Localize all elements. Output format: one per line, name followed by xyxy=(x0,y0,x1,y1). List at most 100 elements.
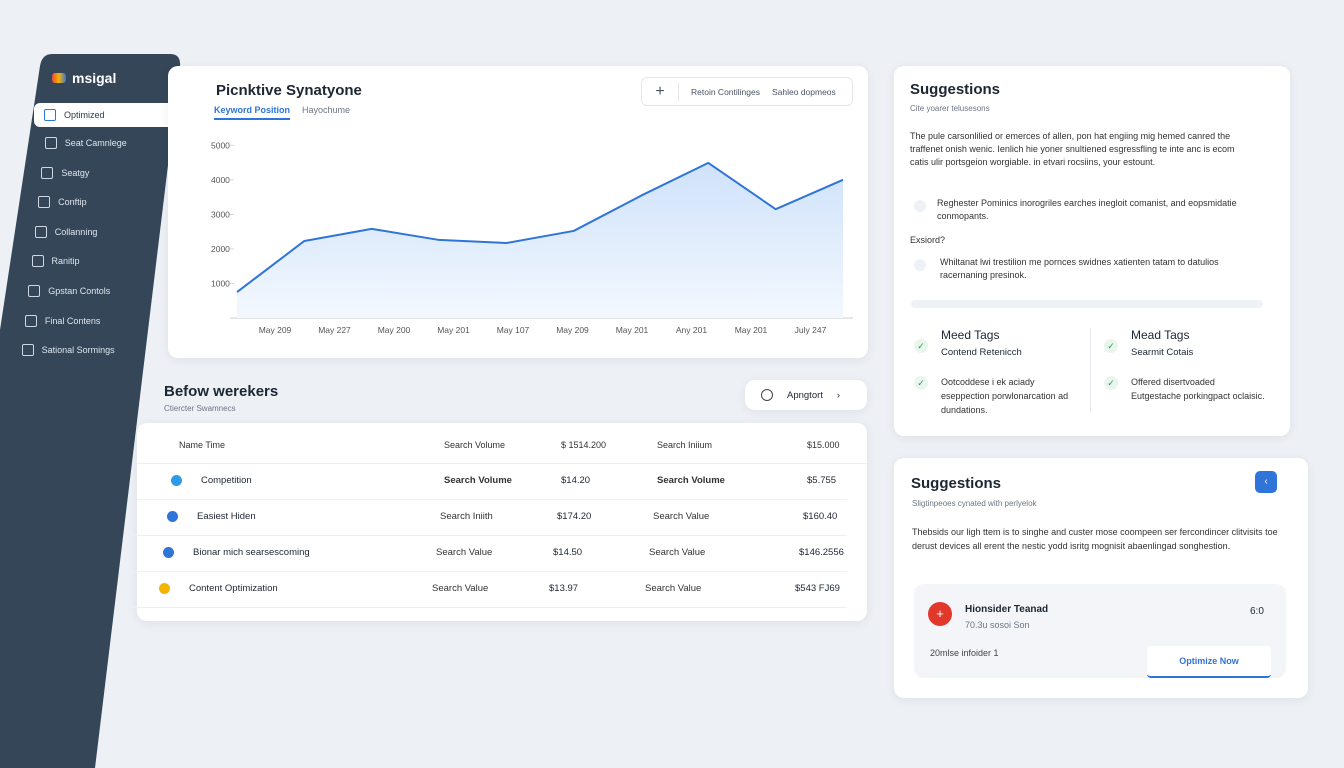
item-count: 20mlse infoider 1 xyxy=(930,648,999,658)
tag-title: Meed Tags xyxy=(941,328,1000,342)
tag-subtitle: Searmit Cotais xyxy=(1131,347,1194,358)
cell: Search Value xyxy=(436,547,493,558)
item-panel: + Hionsider Teanad 70.3u sosoi Son 6:0 2… xyxy=(914,584,1286,678)
cell: $543 FJ69 xyxy=(795,583,840,594)
header-cell: Search Volume xyxy=(444,440,506,450)
nav-label: Optimized xyxy=(64,110,105,120)
nav-item[interactable]: Collanning xyxy=(34,225,98,238)
tab[interactable]: Hayochume xyxy=(302,105,351,115)
nav-icon xyxy=(41,166,54,179)
radio[interactable] xyxy=(914,200,926,212)
nav-item[interactable]: Final Contens xyxy=(24,314,100,327)
paragraph: The pule carsonlilied or emerces of alle… xyxy=(910,131,1235,167)
nav-icon xyxy=(44,109,56,121)
nav-label: Sational Sormings xyxy=(41,345,115,356)
check: ✓ xyxy=(914,339,928,353)
table-row: Bionar mich searsescoming Search Value $14… xyxy=(129,535,847,572)
item-title: Hionsider Teanad xyxy=(965,604,1049,615)
cell: Search Value xyxy=(432,583,489,594)
toolbar-button[interactable]: Retoin Contilinges xyxy=(691,86,760,97)
header-cell: $15.000 xyxy=(807,440,840,450)
cell: $174.20 xyxy=(557,511,592,522)
table-header: Name Time Search Volume $ 1514.200 Search I… xyxy=(137,427,867,464)
action-icon[interactable]: ‹ xyxy=(1255,471,1277,493)
import-button[interactable]: Apngtort › xyxy=(745,380,867,410)
nav-icon xyxy=(38,196,51,209)
card-title: Suggestions xyxy=(911,475,1002,492)
cell: $13.97 xyxy=(549,583,579,594)
toolbar-button[interactable]: Sahleo dopmeos xyxy=(771,86,836,97)
nav-icon xyxy=(24,314,37,327)
nav-icon xyxy=(31,255,44,268)
nav-label: Gpstan Contols xyxy=(48,286,111,296)
nav-icon xyxy=(28,285,41,297)
check: ✓ xyxy=(1104,376,1118,390)
check: ✓ xyxy=(914,376,928,390)
nav-item[interactable]: Seatgy xyxy=(41,166,89,179)
header-cell: $ 1514.200 xyxy=(561,440,607,450)
nav-item[interactable]: Sational Sormings xyxy=(21,344,115,357)
nav-icon xyxy=(21,344,34,357)
separator xyxy=(1090,328,1091,412)
nav-item[interactable]: Ranitip xyxy=(31,255,80,268)
cell: $160.40 xyxy=(803,511,838,522)
option-label: Exsiord? xyxy=(910,235,946,245)
cell: Search Value xyxy=(649,547,706,558)
section-subtitle: Ctiercter Swamnecs xyxy=(164,404,236,413)
toolbar: + Retoin Contilinges Sahleo dopmeos xyxy=(641,77,853,106)
nav-label: Collanning xyxy=(54,226,98,237)
cell: Competition xyxy=(201,475,252,486)
nav-icon xyxy=(44,137,57,149)
cell: $5.755 xyxy=(807,475,837,486)
cell: Search Value xyxy=(645,583,702,594)
cell: $14.20 xyxy=(561,475,591,486)
tag-title: Mead Tags xyxy=(1131,328,1190,342)
suggestions-card: Suggestions Cite yoarer telusesons The p… xyxy=(894,66,1290,436)
header-cell: Name Time xyxy=(179,440,226,450)
tab[interactable]: Keyword Position xyxy=(214,105,291,120)
nav-item[interactable]: Conftip xyxy=(38,196,87,209)
action-button[interactable]: Optimize Now xyxy=(1147,646,1271,678)
cell: Content Optimization xyxy=(189,583,278,594)
nav-item[interactable]: Gpstan Contols xyxy=(28,285,110,297)
table-row: Easiest Hiden Search Iniith $174.20 Search … xyxy=(133,499,847,536)
tag-body: Offered disertvoaded Eutgestache porking… xyxy=(1131,377,1265,401)
item-value: 6:0 xyxy=(1250,606,1264,617)
logo xyxy=(52,73,66,83)
cell: Search Volume xyxy=(657,475,725,486)
sidebar-shape xyxy=(0,54,181,768)
radio[interactable] xyxy=(914,259,926,271)
table-row: Content Optimization Search Value $13.97 Se… xyxy=(125,571,847,608)
cell: $146.2556 xyxy=(799,547,844,558)
nav-label: Seat Camnlege xyxy=(64,138,127,148)
section-title: Befow werekers xyxy=(164,383,279,400)
nav-item[interactable]: Optimized xyxy=(34,103,179,127)
nav-icon xyxy=(34,225,47,238)
item-subtitle: 70.3u sosoi Son xyxy=(965,620,1030,630)
nav-label: Ranitip xyxy=(51,256,80,267)
option: Reghester Pominics inorogriles earches i… xyxy=(937,198,1237,221)
cell: $14.50 xyxy=(553,547,583,558)
icon xyxy=(761,389,773,401)
add-button[interactable]: + xyxy=(642,82,679,101)
cell: Search Value xyxy=(653,511,710,522)
nav-label: Conftip xyxy=(58,197,87,208)
card-title: Suggestions xyxy=(910,81,1001,98)
brand: msigal xyxy=(52,70,116,86)
nav-item[interactable]: Seat Camnlege xyxy=(44,137,127,149)
cell: Search Iniith xyxy=(440,511,493,522)
item-icon: + xyxy=(928,602,952,626)
table: Name Time Search Volume $ 1514.200 Search I… xyxy=(125,423,867,621)
chevron: › xyxy=(836,389,841,401)
cell: Search Volume xyxy=(444,475,512,486)
cell: Bionar mich searsescoming xyxy=(193,547,310,558)
chart-title: Picnktive Synatyone xyxy=(216,82,362,99)
card-subtitle: Sligtinpeoes cynated with perlyelok xyxy=(912,499,1037,508)
button-label: Apngtort xyxy=(787,389,823,401)
row-icon xyxy=(167,511,178,522)
brand-name: msigal xyxy=(72,70,117,86)
check: ✓ xyxy=(1104,339,1118,353)
suggestions-card: Suggestions ‹ Sligtinpeoes cynated with … xyxy=(894,458,1308,698)
